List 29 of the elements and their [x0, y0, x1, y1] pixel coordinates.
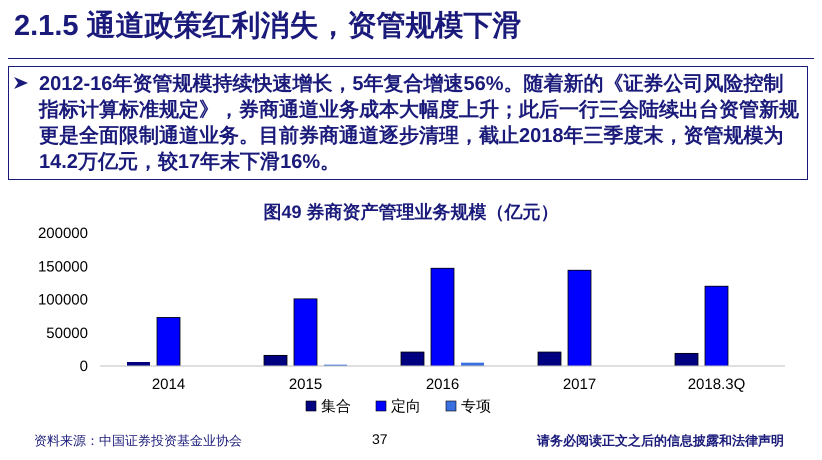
y-tick-label: 50000	[46, 324, 88, 342]
text: 请务必阅读正文之后的信息披露和法律声明	[537, 432, 784, 450]
text: 37	[372, 431, 388, 447]
bar	[674, 352, 698, 366]
legend-label: 集合	[321, 398, 351, 415]
y-tick-label: 0	[80, 358, 88, 375]
y-tick-label: 200000	[38, 225, 88, 242]
legend-label: 定向	[391, 398, 421, 415]
x-tick-label: 2017	[562, 376, 596, 393]
bar	[538, 352, 562, 366]
caption: 图49 券商资产管理业务规模（亿元）	[262, 201, 560, 224]
bar	[568, 270, 592, 366]
bar	[156, 317, 180, 366]
text: 资料来源：中国证券投资基金业协会	[34, 432, 242, 450]
y-tick-label: 150000	[38, 258, 88, 276]
chart-title: 2.1.5 通道政策红利消失，资管规模下滑	[14, 9, 522, 44]
y-tick-label: 100000	[38, 292, 88, 308]
bar	[294, 298, 318, 366]
bar	[430, 268, 454, 366]
bar	[704, 286, 728, 366]
bar	[400, 352, 424, 366]
legend-label: 专项	[461, 398, 491, 415]
bar	[461, 362, 484, 366]
chart-subtitle: 2012-16年资管规模持续快速增长，5年复合增速56%。随着新的《证券公司风险控制指标计算标准规定》，券商通道业务成本大幅度上升；此后一行三会陆续出台资管新规更是全面限制通道业务。目前券商通道逐步清理，截止2018年三季度末，资管规模为14.2万亿元，较17年末下滑16%。	[8, 66, 808, 180]
x-tick-label: 2015	[288, 376, 322, 393]
bar	[264, 354, 288, 366]
x-tick-label: 2014	[152, 376, 186, 393]
x-tick-label: 2016	[426, 376, 460, 393]
x-tick-label: 2018.3Q	[688, 376, 746, 393]
